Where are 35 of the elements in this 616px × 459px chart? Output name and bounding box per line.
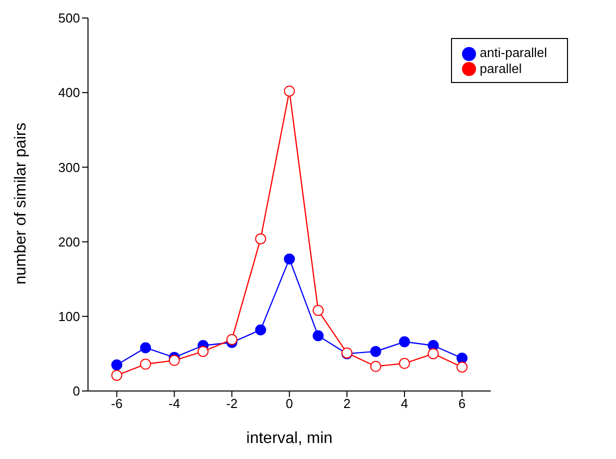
y-tick-label: 0 [72, 384, 80, 399]
point [428, 348, 439, 360]
point [456, 352, 468, 364]
point [370, 346, 382, 357]
point [140, 342, 152, 354]
point [226, 334, 238, 346]
y-tick-label: 500 [58, 10, 80, 26]
x-tick-label: 0 [286, 396, 294, 412]
point [398, 358, 410, 369]
y-tick-label: 300 [58, 160, 80, 175]
x-tick-label: -4 [168, 396, 180, 412]
x-tick-label: -2 [226, 396, 238, 412]
y-tick-label: 100 [58, 309, 80, 324]
legend-label: parallel [480, 60, 522, 76]
point [398, 336, 410, 348]
point [255, 324, 266, 336]
point [312, 304, 324, 316]
point [312, 330, 324, 342]
y-tick-label: 200 [58, 234, 80, 250]
x-tick-label: 6 [458, 396, 466, 412]
point [284, 253, 295, 264]
x-axis-title: interval, min [246, 430, 333, 447]
x-tick-label: 4 [400, 396, 408, 412]
point [111, 359, 122, 370]
point [198, 346, 209, 357]
x-tick-label: 2 [343, 396, 351, 412]
point [370, 360, 382, 372]
point [140, 358, 152, 370]
point [168, 354, 180, 366]
y-tick-label: 400 [58, 85, 80, 100]
point [456, 362, 468, 373]
x-tick-label: -6 [110, 396, 123, 412]
point [255, 233, 266, 244]
y-axis-title: number of similar pairs [12, 122, 30, 284]
legend-label: anti-parallel [480, 45, 547, 60]
